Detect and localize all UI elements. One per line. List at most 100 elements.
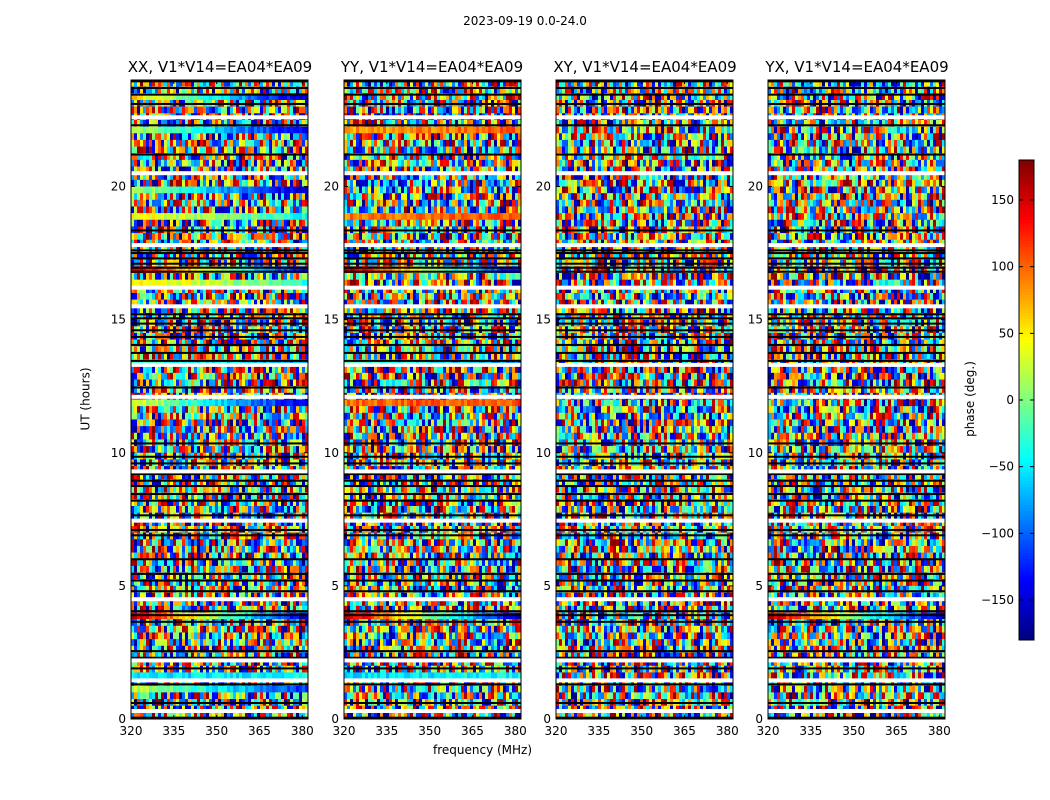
data-cell (179, 572, 183, 580)
data-cell (287, 585, 291, 593)
data-cell (293, 253, 297, 260)
data-cell (239, 592, 243, 600)
data-cell (224, 153, 228, 161)
data-cell (155, 299, 159, 307)
data-cell (242, 346, 246, 354)
data-cell (239, 419, 243, 427)
data-cell (287, 352, 291, 360)
data-cell (176, 279, 180, 287)
data-cell (275, 93, 279, 101)
data-cell (290, 519, 294, 527)
data-cell (134, 506, 138, 513)
data-cell (233, 339, 237, 347)
data-cell (197, 139, 201, 147)
data-cell (170, 559, 174, 567)
data-cell (257, 126, 261, 134)
data-cell (185, 133, 189, 141)
data-cell (227, 572, 231, 580)
data-cell (179, 233, 183, 240)
data-cell (227, 339, 231, 347)
data-cell (146, 346, 150, 354)
data-cell (158, 126, 162, 134)
data-cell (215, 273, 219, 280)
data-cell (269, 126, 273, 134)
data-cell (227, 186, 231, 194)
data-cell (155, 579, 159, 587)
data-cell (233, 93, 237, 101)
data-cell (254, 93, 258, 101)
data-cell (257, 372, 261, 380)
data-cell (275, 426, 279, 434)
data-cell (248, 366, 252, 374)
data-cell (197, 605, 201, 613)
data-cell (278, 179, 282, 187)
data-cell (182, 406, 186, 414)
data-cell (164, 186, 168, 194)
data-cell (254, 552, 258, 560)
data-cell (143, 486, 147, 493)
data-cell (185, 286, 189, 294)
data-cell (296, 80, 300, 87)
data-cell (242, 399, 246, 407)
data-cell (221, 193, 225, 201)
data-cell (194, 286, 198, 294)
data-cell (251, 552, 255, 560)
data-cell (155, 472, 159, 480)
data-cell (254, 193, 258, 201)
data-cell (230, 366, 234, 374)
data-cell (155, 213, 159, 221)
data-cell (161, 406, 165, 414)
data-cell (305, 472, 309, 480)
data-cell (158, 146, 162, 154)
data-cell (197, 472, 201, 480)
data-cell (194, 199, 198, 207)
data-cell (290, 193, 294, 201)
data-cell (176, 106, 180, 114)
data-cell (269, 592, 273, 600)
data-cell (266, 565, 270, 573)
data-cell (143, 379, 147, 387)
data-cell (137, 286, 141, 294)
data-cell (302, 119, 306, 127)
data-cell (197, 159, 201, 167)
data-cell (275, 399, 279, 407)
data-cell (242, 133, 246, 141)
data-cell (131, 565, 135, 573)
data-cell (236, 372, 240, 380)
data-cell (182, 346, 186, 354)
data-cell (290, 585, 294, 593)
data-cell (164, 346, 168, 354)
data-cell (179, 545, 183, 553)
data-cell (137, 346, 141, 354)
data-cell (191, 559, 195, 567)
data-cell (152, 159, 156, 167)
data-cell (263, 253, 267, 260)
data-cell (158, 213, 162, 221)
data-cell (173, 193, 177, 201)
data-cell (212, 139, 216, 147)
data-cell (269, 539, 273, 547)
data-cell (293, 599, 297, 607)
data-cell (209, 372, 213, 380)
data-cell (266, 399, 270, 407)
data-cell (287, 592, 291, 600)
data-cell (281, 479, 285, 487)
data-cell (236, 199, 240, 207)
data-cell (275, 213, 279, 221)
data-cell (236, 412, 240, 420)
data-cell (200, 539, 204, 547)
data-cell (263, 426, 267, 434)
waterfall-row (131, 605, 309, 613)
data-cell (212, 386, 216, 394)
data-cell (257, 139, 261, 147)
data-cell (212, 579, 216, 587)
data-cell (221, 545, 225, 553)
data-cell (206, 352, 210, 360)
data-cell (209, 279, 213, 287)
data-cell (275, 293, 279, 300)
data-cell (173, 406, 177, 414)
data-cell (155, 366, 159, 374)
data-cell (293, 86, 297, 94)
data-cell (194, 419, 198, 427)
data-cell (272, 219, 276, 227)
